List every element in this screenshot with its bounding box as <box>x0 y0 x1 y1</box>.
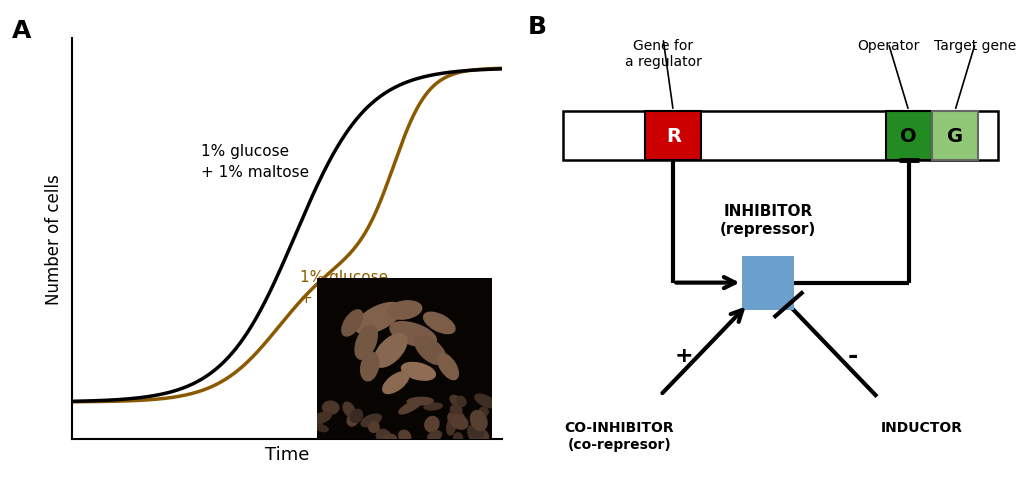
Text: R: R <box>666 127 681 146</box>
Text: Gene for
a regulator: Gene for a regulator <box>625 39 701 69</box>
Ellipse shape <box>399 400 422 414</box>
Ellipse shape <box>470 411 487 431</box>
Ellipse shape <box>355 325 377 360</box>
Bar <box>886 112 932 161</box>
Ellipse shape <box>398 430 411 442</box>
Ellipse shape <box>369 422 379 432</box>
Ellipse shape <box>450 415 468 429</box>
Ellipse shape <box>342 310 362 336</box>
Text: B: B <box>527 15 547 39</box>
X-axis label: Time: Time <box>264 445 309 463</box>
Ellipse shape <box>361 414 381 427</box>
Ellipse shape <box>387 301 422 320</box>
Ellipse shape <box>315 425 328 432</box>
Y-axis label: Number of cells: Number of cells <box>45 174 63 305</box>
Ellipse shape <box>315 415 322 430</box>
Ellipse shape <box>428 431 441 442</box>
Ellipse shape <box>437 354 459 380</box>
Ellipse shape <box>377 429 391 444</box>
Ellipse shape <box>350 409 362 423</box>
Ellipse shape <box>311 412 331 424</box>
Ellipse shape <box>451 404 462 416</box>
Ellipse shape <box>415 336 446 365</box>
Ellipse shape <box>450 396 464 407</box>
Ellipse shape <box>468 426 483 442</box>
Ellipse shape <box>424 313 455 334</box>
Text: 1% glucose
+ 1% lactose: 1% glucose + 1% lactose <box>300 269 401 305</box>
Ellipse shape <box>383 372 409 394</box>
Ellipse shape <box>390 322 436 347</box>
Text: G: G <box>947 127 963 146</box>
Text: 1% glucose
+ 1% maltose: 1% glucose + 1% maltose <box>201 143 309 179</box>
Ellipse shape <box>479 407 488 416</box>
Ellipse shape <box>458 397 466 406</box>
Text: +: + <box>674 345 693 365</box>
Text: INHIBITOR
(repressor): INHIBITOR (repressor) <box>720 203 816 237</box>
Ellipse shape <box>446 418 456 435</box>
Text: CO-INHIBITOR
(co-represor): CO-INHIBITOR (co-represor) <box>564 420 675 451</box>
Text: Operator: Operator <box>857 39 920 53</box>
Bar <box>932 112 978 161</box>
Ellipse shape <box>355 303 401 334</box>
Ellipse shape <box>470 430 488 447</box>
Ellipse shape <box>401 363 435 380</box>
Ellipse shape <box>454 433 463 442</box>
Ellipse shape <box>408 398 433 405</box>
Ellipse shape <box>468 425 483 438</box>
Text: A: A <box>11 19 31 43</box>
Ellipse shape <box>360 352 379 381</box>
Ellipse shape <box>347 413 359 426</box>
Text: INDUCTOR: INDUCTOR <box>881 420 963 434</box>
Text: O: O <box>900 127 918 146</box>
Ellipse shape <box>383 434 396 444</box>
Text: -: - <box>847 343 858 367</box>
Ellipse shape <box>424 403 442 410</box>
Text: Target gene: Target gene <box>934 39 1017 53</box>
Bar <box>742 256 794 310</box>
Ellipse shape <box>323 401 339 414</box>
Ellipse shape <box>425 417 439 432</box>
Bar <box>563 112 998 161</box>
Ellipse shape <box>343 402 354 416</box>
Ellipse shape <box>475 394 496 408</box>
Ellipse shape <box>374 334 407 367</box>
Bar <box>645 112 701 161</box>
Ellipse shape <box>447 411 464 425</box>
